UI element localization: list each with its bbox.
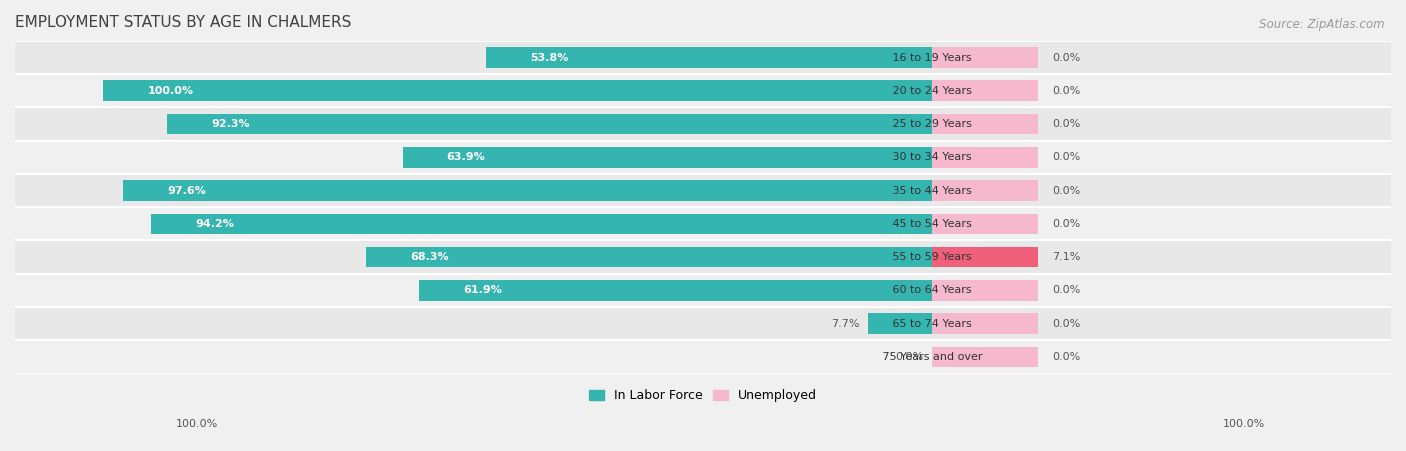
Bar xyxy=(103,80,932,101)
Bar xyxy=(932,147,1038,168)
Bar xyxy=(167,114,932,134)
Text: EMPLOYMENT STATUS BY AGE IN CHALMERS: EMPLOYMENT STATUS BY AGE IN CHALMERS xyxy=(15,15,352,30)
Text: 100.0%: 100.0% xyxy=(1223,419,1265,429)
Text: 0.0%: 0.0% xyxy=(896,352,924,362)
Text: 0.0%: 0.0% xyxy=(1052,119,1081,129)
Text: 0.0%: 0.0% xyxy=(1052,352,1081,362)
Text: 63.9%: 63.9% xyxy=(447,152,485,162)
Bar xyxy=(932,346,1038,367)
Text: 55 to 59 Years: 55 to 59 Years xyxy=(889,252,976,262)
Text: 16 to 19 Years: 16 to 19 Years xyxy=(889,52,976,63)
Text: 0.0%: 0.0% xyxy=(1052,285,1081,295)
Bar xyxy=(419,280,932,301)
Bar xyxy=(15,274,1391,307)
Text: 94.2%: 94.2% xyxy=(195,219,235,229)
Text: 53.8%: 53.8% xyxy=(530,52,569,63)
Text: 92.3%: 92.3% xyxy=(211,119,250,129)
Text: 30 to 34 Years: 30 to 34 Years xyxy=(889,152,976,162)
Text: 60 to 64 Years: 60 to 64 Years xyxy=(889,285,976,295)
Text: 25 to 29 Years: 25 to 29 Years xyxy=(889,119,976,129)
Text: 75 Years and over: 75 Years and over xyxy=(879,352,986,362)
Bar xyxy=(869,313,932,334)
Bar xyxy=(402,147,932,168)
Bar xyxy=(152,213,932,234)
Text: 20 to 24 Years: 20 to 24 Years xyxy=(889,86,976,96)
Text: 0.0%: 0.0% xyxy=(1052,52,1081,63)
Bar xyxy=(15,141,1391,174)
Bar xyxy=(15,174,1391,207)
Text: 97.6%: 97.6% xyxy=(167,185,207,196)
Text: 61.9%: 61.9% xyxy=(463,285,502,295)
Bar xyxy=(124,180,932,201)
Bar xyxy=(932,313,1038,334)
Bar xyxy=(932,80,1038,101)
Bar xyxy=(15,74,1391,107)
Bar xyxy=(932,213,1038,234)
Bar xyxy=(15,340,1391,373)
Text: 65 to 74 Years: 65 to 74 Years xyxy=(889,318,976,329)
Bar xyxy=(932,280,1038,301)
Bar xyxy=(366,247,932,267)
Bar xyxy=(932,180,1038,201)
Text: 35 to 44 Years: 35 to 44 Years xyxy=(889,185,976,196)
Text: 0.0%: 0.0% xyxy=(1052,219,1081,229)
Text: 100.0%: 100.0% xyxy=(176,419,218,429)
Bar xyxy=(15,240,1391,274)
Bar xyxy=(15,307,1391,340)
Bar xyxy=(932,47,1038,68)
Legend: In Labor Force, Unemployed: In Labor Force, Unemployed xyxy=(583,384,823,407)
Bar xyxy=(486,47,932,68)
Text: 100.0%: 100.0% xyxy=(148,86,193,96)
Text: 68.3%: 68.3% xyxy=(411,252,449,262)
Text: 0.0%: 0.0% xyxy=(1052,185,1081,196)
Text: 7.7%: 7.7% xyxy=(831,318,859,329)
Bar xyxy=(15,107,1391,141)
Text: 7.1%: 7.1% xyxy=(1052,252,1081,262)
Text: 0.0%: 0.0% xyxy=(1052,318,1081,329)
Bar xyxy=(932,247,1038,267)
Text: 0.0%: 0.0% xyxy=(1052,86,1081,96)
Text: 45 to 54 Years: 45 to 54 Years xyxy=(889,219,976,229)
Bar xyxy=(15,207,1391,240)
Text: 0.0%: 0.0% xyxy=(1052,152,1081,162)
Text: Source: ZipAtlas.com: Source: ZipAtlas.com xyxy=(1260,18,1385,31)
Bar xyxy=(932,114,1038,134)
Bar xyxy=(15,41,1391,74)
